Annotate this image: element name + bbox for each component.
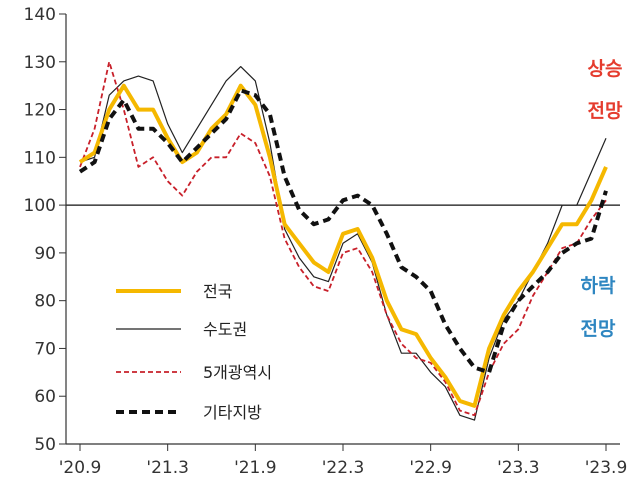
y-tick-label: 110 — [24, 148, 56, 168]
annotations: 상승 전망 하락 전망 — [581, 58, 623, 340]
y-tick-label: 140 — [24, 5, 56, 25]
y-tick-label: 60 — [34, 387, 56, 407]
x-tick-label: '21.3 — [146, 458, 189, 478]
x-tick-label: '23.9 — [585, 458, 628, 478]
series-line-수도권 — [79, 65, 607, 421]
y-tick-label: 100 — [24, 196, 56, 216]
legend-label: 전국 — [203, 282, 232, 301]
series-line-기타지방 — [78, 88, 608, 375]
series-line-5개광역시 — [79, 60, 607, 417]
series-group — [78, 60, 608, 421]
y-tick-label: 50 — [34, 435, 56, 455]
y-tick-label: 90 — [34, 244, 56, 264]
x-tick-label: '20.9 — [59, 458, 102, 478]
x-tick-label: '22.9 — [409, 458, 452, 478]
series-line-전국 — [78, 83, 608, 408]
x-tick-label: '23.3 — [497, 458, 540, 478]
y-tick-label: 80 — [34, 292, 56, 312]
legend-label: 5개광역시 — [203, 363, 272, 382]
y-tick-label: 120 — [24, 101, 56, 121]
down-forecast-label-line2: 전망 — [581, 318, 616, 340]
up-forecast-label-line2: 전망 — [588, 100, 623, 122]
legend-label: 기타지방 — [203, 403, 262, 422]
y-tick-label: 130 — [24, 53, 56, 73]
up-forecast-label-line1: 상승 — [588, 58, 623, 80]
legend-label: 수도권 — [203, 320, 247, 339]
x-axis-ticks: '20.9 '21.3 '21.9 '22.3 '22.9 '23.3 '23.9 — [59, 444, 628, 478]
down-forecast-label-line1: 하락 — [581, 275, 616, 297]
y-axis-ticks: 50 60 70 80 90 100 110 120 130 140 — [24, 5, 66, 455]
x-tick-label: '22.3 — [322, 458, 365, 478]
x-tick-label: '21.9 — [234, 458, 277, 478]
y-tick-label: 70 — [34, 339, 56, 359]
